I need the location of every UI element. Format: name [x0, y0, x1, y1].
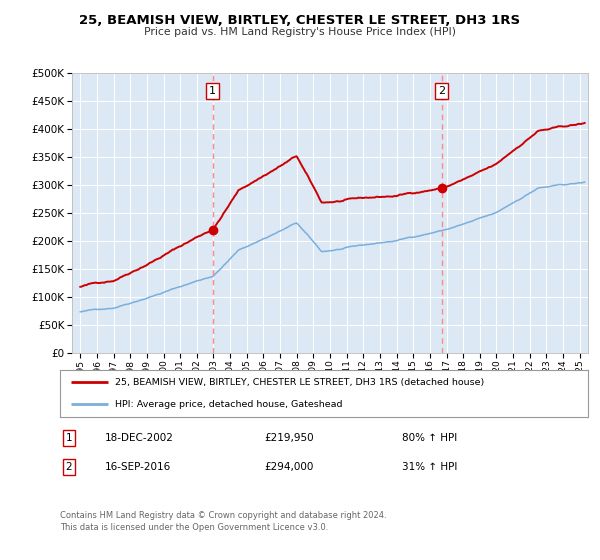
Text: Contains HM Land Registry data © Crown copyright and database right 2024.: Contains HM Land Registry data © Crown c… — [60, 511, 386, 520]
Text: 80% ↑ HPI: 80% ↑ HPI — [402, 433, 457, 443]
Text: 1: 1 — [65, 433, 73, 443]
Text: 2: 2 — [65, 462, 73, 472]
Text: £294,000: £294,000 — [264, 462, 313, 472]
Text: This data is licensed under the Open Government Licence v3.0.: This data is licensed under the Open Gov… — [60, 523, 328, 532]
Text: HPI: Average price, detached house, Gateshead: HPI: Average price, detached house, Gate… — [115, 400, 343, 409]
Text: 25, BEAMISH VIEW, BIRTLEY, CHESTER LE STREET, DH3 1RS (detached house): 25, BEAMISH VIEW, BIRTLEY, CHESTER LE ST… — [115, 378, 485, 387]
Text: 31% ↑ HPI: 31% ↑ HPI — [402, 462, 457, 472]
Text: £219,950: £219,950 — [264, 433, 314, 443]
Text: 2: 2 — [438, 86, 445, 96]
Text: 1: 1 — [209, 86, 217, 96]
Text: 25, BEAMISH VIEW, BIRTLEY, CHESTER LE STREET, DH3 1RS: 25, BEAMISH VIEW, BIRTLEY, CHESTER LE ST… — [79, 14, 521, 27]
Text: Price paid vs. HM Land Registry's House Price Index (HPI): Price paid vs. HM Land Registry's House … — [144, 27, 456, 37]
Text: 16-SEP-2016: 16-SEP-2016 — [105, 462, 171, 472]
Text: 18-DEC-2002: 18-DEC-2002 — [105, 433, 174, 443]
